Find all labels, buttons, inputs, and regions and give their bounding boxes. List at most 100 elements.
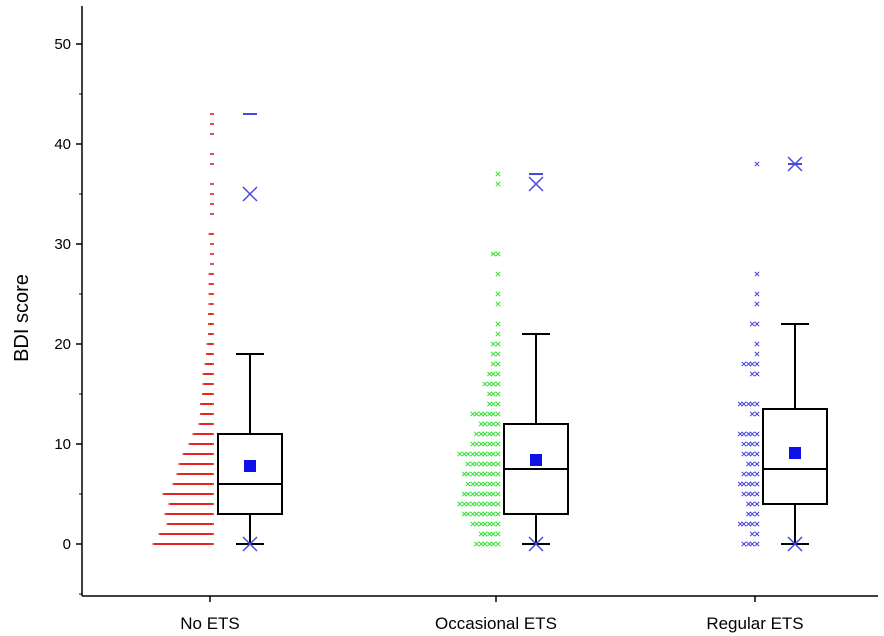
data-point-stroke bbox=[490, 431, 496, 437]
data-point bbox=[457, 501, 463, 507]
data-point-stroke bbox=[470, 411, 476, 417]
group-regular-ets bbox=[737, 156, 828, 552]
data-point-stroke bbox=[749, 401, 755, 407]
data-point-stroke bbox=[749, 541, 755, 547]
data-point bbox=[490, 371, 496, 377]
data-point bbox=[741, 521, 747, 527]
data-point-stroke bbox=[490, 351, 496, 357]
data-point bbox=[746, 401, 752, 407]
data-points bbox=[737, 161, 760, 547]
data-point-stroke bbox=[495, 531, 501, 537]
data-point-stroke bbox=[495, 301, 501, 307]
data-point-stroke bbox=[470, 461, 476, 467]
data-point bbox=[749, 531, 755, 537]
data-point-stroke bbox=[754, 321, 760, 327]
data-point-stroke bbox=[737, 431, 743, 437]
data-point bbox=[746, 451, 752, 457]
data-point bbox=[495, 531, 501, 537]
data-point-stroke bbox=[495, 381, 501, 387]
data-point-stroke bbox=[478, 411, 484, 417]
data-point bbox=[495, 411, 501, 417]
data-point bbox=[478, 531, 484, 537]
data-point bbox=[478, 481, 484, 487]
data-point bbox=[490, 531, 496, 537]
data-point bbox=[749, 401, 755, 407]
data-point bbox=[470, 451, 476, 457]
data-point-stroke bbox=[495, 471, 501, 477]
data-point-stroke bbox=[490, 381, 496, 387]
data-point bbox=[487, 541, 493, 547]
data-point bbox=[754, 351, 760, 357]
data-point bbox=[737, 431, 743, 437]
extreme-marker bbox=[528, 176, 544, 192]
data-point-stroke bbox=[754, 301, 760, 307]
data-point-stroke bbox=[473, 481, 480, 487]
data-point bbox=[754, 341, 760, 347]
data-point bbox=[746, 541, 752, 547]
data-point bbox=[478, 441, 484, 447]
data-point-stroke bbox=[473, 491, 480, 497]
data-point-stroke bbox=[478, 431, 484, 437]
data-point-stroke bbox=[746, 471, 752, 477]
data-point bbox=[470, 461, 476, 467]
group-no-ets bbox=[152, 113, 283, 552]
data-point-stroke bbox=[465, 451, 471, 457]
data-point-stroke bbox=[495, 371, 501, 377]
data-point bbox=[749, 541, 755, 547]
data-point bbox=[490, 511, 496, 517]
data-point-stroke bbox=[487, 491, 493, 497]
data-point-stroke bbox=[754, 451, 760, 457]
data-point bbox=[754, 451, 760, 457]
data-point-stroke bbox=[490, 511, 496, 517]
x-category-label: Regular ETS bbox=[706, 614, 803, 633]
data-point bbox=[482, 511, 488, 517]
extreme-marker bbox=[787, 536, 803, 552]
data-point-stroke bbox=[473, 411, 480, 417]
data-point-stroke bbox=[490, 521, 496, 527]
data-point bbox=[490, 381, 496, 387]
data-point bbox=[478, 471, 484, 477]
data-point-stroke bbox=[473, 511, 480, 517]
data-point-stroke bbox=[746, 501, 752, 507]
data-point bbox=[495, 351, 501, 357]
data-point-stroke bbox=[487, 411, 493, 417]
data-point-stroke bbox=[490, 391, 496, 397]
y-axis-title: BDI score bbox=[11, 274, 33, 362]
data-point bbox=[749, 471, 755, 477]
data-point-stroke bbox=[746, 441, 752, 447]
data-point bbox=[478, 511, 484, 517]
data-point bbox=[482, 431, 488, 437]
data-point-stroke bbox=[495, 421, 501, 427]
data-point bbox=[465, 491, 471, 497]
data-point bbox=[490, 441, 496, 447]
data-point bbox=[482, 411, 488, 417]
data-point-stroke bbox=[749, 521, 755, 527]
group-occasional-ets bbox=[457, 171, 569, 552]
data-point bbox=[478, 431, 484, 437]
data-point-stroke bbox=[495, 361, 501, 367]
data-point-stroke bbox=[754, 491, 760, 497]
data-point-stroke bbox=[478, 521, 484, 527]
data-point bbox=[482, 381, 488, 387]
data-point-stroke bbox=[749, 411, 755, 417]
data-point bbox=[482, 461, 488, 467]
data-point bbox=[482, 501, 488, 507]
data-point-stroke bbox=[482, 441, 488, 447]
data-point bbox=[465, 471, 471, 477]
data-point-stroke bbox=[741, 401, 747, 407]
data-point bbox=[465, 501, 471, 507]
data-point bbox=[470, 521, 476, 527]
data-point-stroke bbox=[741, 451, 747, 457]
data-point-stroke bbox=[495, 251, 501, 257]
data-point-stroke bbox=[495, 461, 501, 467]
data-point-stroke bbox=[746, 361, 752, 367]
data-point bbox=[495, 521, 501, 527]
data-point bbox=[487, 421, 493, 427]
data-point bbox=[754, 461, 760, 467]
data-point-stroke bbox=[478, 491, 484, 497]
data-point bbox=[461, 451, 467, 457]
data-point bbox=[741, 361, 747, 367]
data-point-stroke bbox=[495, 181, 501, 187]
data-point bbox=[749, 491, 755, 497]
